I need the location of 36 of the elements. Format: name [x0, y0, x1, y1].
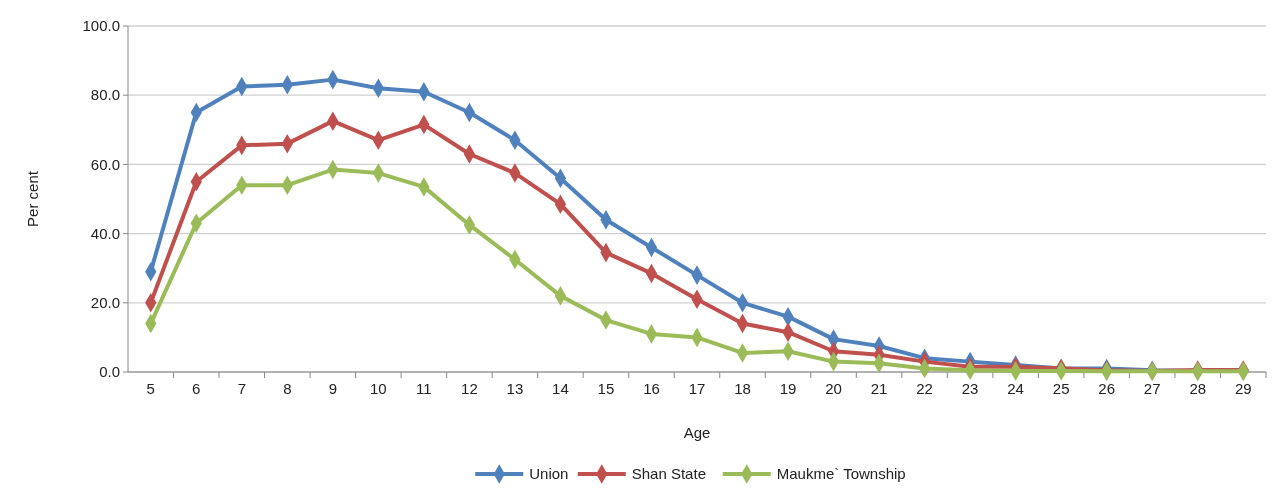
x-tick-label: 26	[1098, 380, 1116, 397]
y-axis-title: Per cent	[24, 170, 41, 227]
x-tick-label: 7	[237, 380, 246, 397]
x-tick-label: 9	[328, 380, 338, 397]
y-tick-label: 60.0	[90, 155, 120, 173]
x-tick-label: 20	[825, 380, 842, 397]
y-tick-label: 40.0	[90, 224, 120, 242]
y-tick-label: 20.0	[90, 294, 120, 312]
x-tick-label: 25	[1052, 380, 1070, 397]
x-tick-label: 5	[146, 380, 155, 397]
x-tick-label: 18	[734, 380, 751, 397]
legend-label: Maukme` Township	[776, 465, 906, 483]
y-tick-label: 100.0	[82, 17, 120, 35]
x-tick-label: 8	[283, 380, 292, 397]
x-tick-label: 10	[370, 380, 387, 397]
x-tick-label: 23	[961, 380, 979, 397]
x-tick-label: 15	[597, 380, 615, 397]
y-tick-label: 80.0	[90, 86, 120, 104]
x-tick-label: 22	[916, 380, 933, 397]
x-tick-label: 19	[779, 380, 797, 397]
x-tick-label: 14	[552, 380, 569, 397]
x-tick-label: 17	[688, 380, 706, 397]
legend-label: Shan State	[631, 465, 706, 483]
y-tick-label: 0.0	[99, 363, 120, 381]
x-axis-title: Age	[683, 424, 711, 441]
legend-label: Union	[529, 465, 569, 483]
x-tick-label: 6	[192, 380, 201, 397]
x-tick-label: 27	[1143, 380, 1161, 397]
x-tick-label: 13	[506, 380, 524, 397]
x-tick-label: 12	[461, 380, 478, 397]
x-tick-label: 29	[1234, 380, 1252, 397]
x-tick-label: 11	[416, 380, 432, 397]
x-tick-label: 16	[643, 380, 660, 397]
x-tick-label: 21	[870, 380, 888, 397]
x-tick-label: 24	[1007, 380, 1024, 397]
x-tick-label: 28	[1189, 380, 1207, 397]
